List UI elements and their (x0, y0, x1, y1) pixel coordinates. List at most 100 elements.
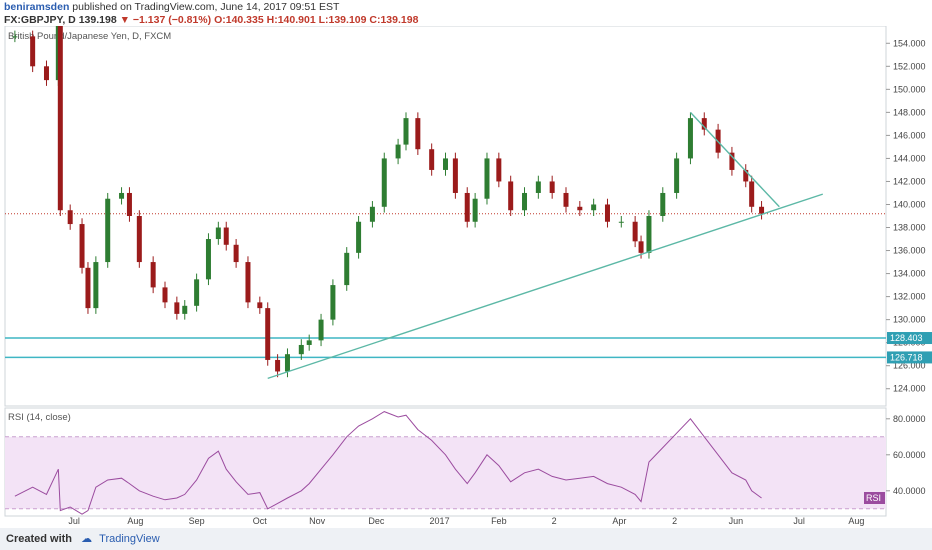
candle-body (30, 36, 36, 67)
down-arrow-icon: ▼ (119, 14, 130, 26)
candle-body (618, 221, 624, 223)
candle-body (522, 192, 528, 211)
candle-body (743, 169, 749, 182)
candle-body (136, 216, 142, 263)
price-label-badge (887, 351, 932, 364)
candle-body (284, 354, 290, 372)
symbol-line: FX:GBPJPY, D 139.198 ▼ −1.137 (−0.81%) O… (4, 14, 928, 27)
candle-body (660, 192, 666, 216)
candle-body (330, 285, 336, 320)
price-tick-label: 150.000 (893, 84, 926, 94)
candle-body (496, 158, 502, 182)
price-tick-label: 146.000 (893, 130, 926, 140)
candle-body (443, 158, 448, 170)
tradingview-logo-icon: ☁ (81, 533, 93, 545)
price-tick-label: 154.000 (893, 38, 926, 48)
published-text: published on TradingView.com, June 14, 2… (72, 1, 340, 13)
candle-body (759, 206, 765, 214)
time-tick-label: Jun (729, 516, 744, 526)
price-tick-label: 152.000 (893, 61, 926, 71)
candle-body (318, 319, 324, 341)
candle-body (749, 181, 755, 207)
tradingview-brand-link[interactable]: TradingView (99, 533, 160, 545)
candle-body (395, 144, 401, 159)
candle-body (182, 305, 188, 314)
candle-body (150, 262, 156, 288)
rsi-tick-label: 60.0000 (893, 450, 926, 460)
candle-body (356, 221, 362, 253)
open-value: O:140.335 (214, 14, 264, 26)
candle-body (79, 224, 85, 268)
candle-body (57, 26, 63, 211)
candle-body (205, 239, 211, 280)
price-tick-label: 148.000 (893, 107, 926, 117)
candle-body (508, 181, 514, 211)
candle-body (632, 221, 638, 242)
candle-body (275, 359, 281, 372)
price-label: 128.403 (890, 333, 923, 343)
price-tick-label: 140.000 (893, 199, 926, 209)
candle-body (265, 308, 271, 360)
candle-body (452, 158, 458, 193)
candle-body (174, 302, 180, 314)
price-tick-label: 124.000 (893, 384, 926, 394)
candle-body (381, 158, 387, 207)
price-tick-label: 132.000 (893, 292, 926, 302)
candle-body (484, 158, 490, 199)
time-tick-label: Feb (491, 516, 507, 526)
price-tick-label: 134.000 (893, 269, 926, 279)
time-tick-label: 2 (672, 516, 677, 526)
author-link[interactable]: beniramsden (4, 1, 70, 13)
rsi-tick-label: 80.0000 (893, 414, 926, 424)
close-value: C:139.198 (369, 14, 419, 26)
price-tick-label: 144.000 (893, 153, 926, 163)
rsi-title: RSI (14, close) (8, 412, 71, 423)
candle-body (403, 118, 409, 145)
price-tick-label: 126.000 (893, 361, 926, 371)
time-tick-label: 2017 (430, 516, 450, 526)
candle-body (215, 227, 221, 240)
candle-body (604, 204, 610, 222)
price-pane-frame (4, 26, 887, 407)
candle-body (119, 192, 125, 199)
rsi-band (5, 436, 886, 509)
candle-body (306, 340, 312, 345)
footer-bar: Created with ☁ TradingView (0, 528, 932, 550)
chart-header: beniramsden published on TradingView.com… (0, 0, 932, 26)
candle-body (729, 152, 735, 170)
candle-body (464, 192, 470, 222)
time-axis[interactable]: Jul Aug Sep Oct Nov Dec 2017 Feb 2 Apr 2 Jun Jul Aug (5, 515, 886, 526)
candle-body (646, 216, 652, 253)
candle-body (344, 252, 350, 286)
last-price: 139.198 (78, 14, 117, 26)
candle-body (126, 192, 132, 216)
time-tick-label: Dec (368, 516, 385, 526)
rsi-pane[interactable]: 80.0000 60.0000 40.0000 RSI (14, close) RSI (4, 407, 926, 517)
price-label: 126.718 (890, 352, 923, 362)
candle-body (105, 198, 111, 263)
price-tick-label: 142.000 (893, 176, 926, 186)
candle-body (563, 192, 569, 207)
candle-body (257, 302, 263, 309)
candle-body (194, 279, 200, 306)
created-with-text: Created with (6, 533, 73, 545)
price-tick-label: 130.000 (893, 315, 926, 325)
candle-body (687, 118, 693, 159)
rsi-tick-label: 40.0000 (893, 486, 926, 496)
candle-body (591, 204, 597, 211)
price-tick-label: 138.000 (893, 223, 926, 233)
candle-body (701, 118, 707, 130)
price-change: −1.137 (−0.81%) (132, 14, 212, 26)
time-tick-label: Jul (793, 516, 805, 526)
price-pane[interactable]: 154.000 152.000 150.000 148.000 146.000 144.0… (4, 26, 932, 407)
time-tick-label: Jul (68, 516, 80, 526)
time-tick-label: Oct (253, 516, 268, 526)
chart-area[interactable]: 154.000 152.000 150.000 148.000 146.000 144.0… (0, 26, 932, 528)
chart-title: British Pound/Japanese Yen, D, FXCM (8, 31, 171, 42)
low-value: L:139.109 (318, 14, 367, 26)
price-tick-label: 136.000 (893, 246, 926, 256)
candle-body (429, 149, 435, 170)
candle-body (12, 36, 18, 38)
time-tick-label: 2 (552, 516, 557, 526)
candle-body (535, 181, 541, 193)
